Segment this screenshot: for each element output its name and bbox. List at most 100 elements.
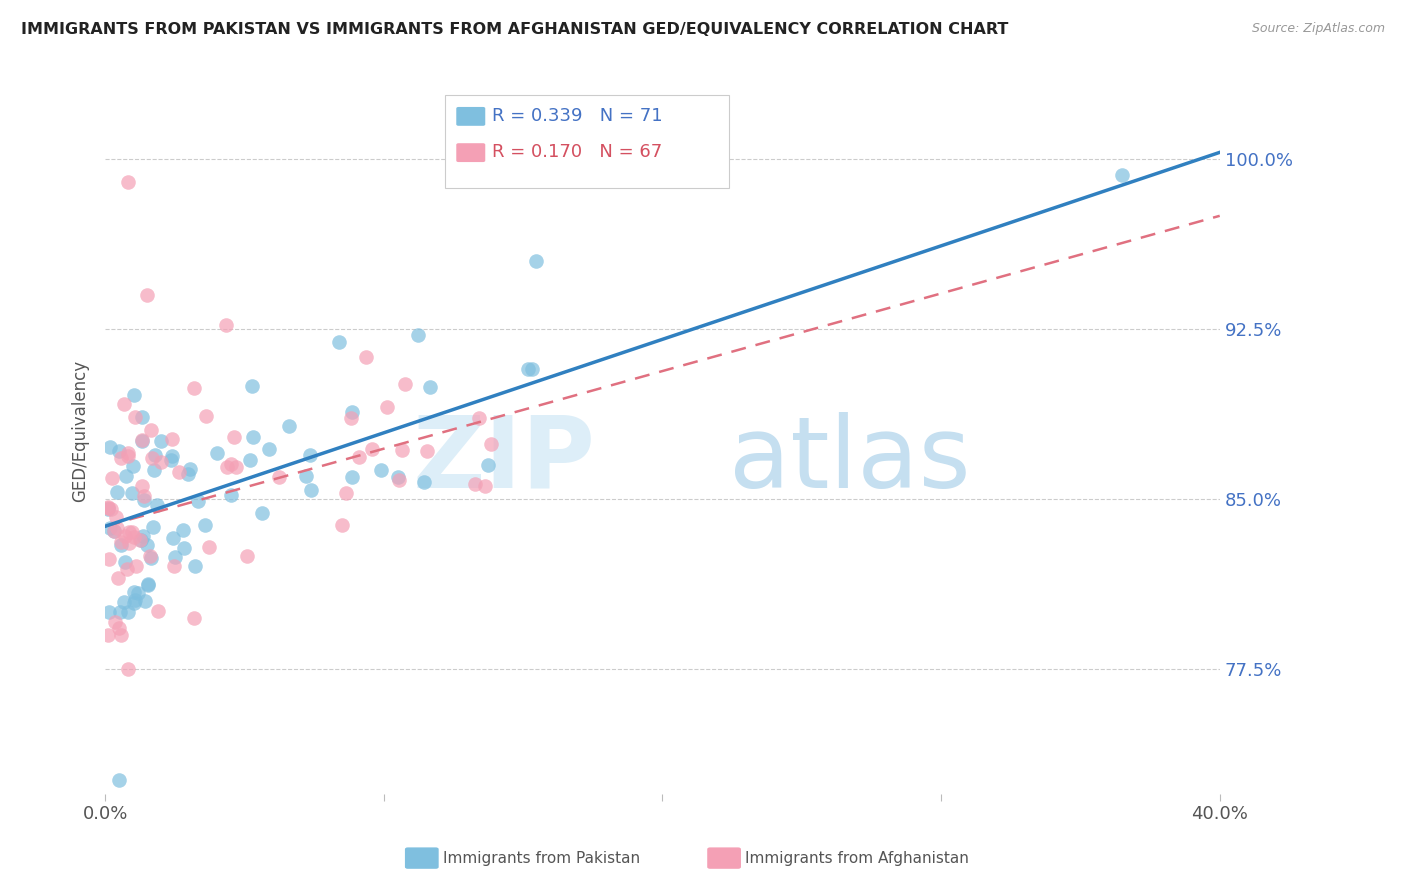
FancyBboxPatch shape — [446, 95, 730, 188]
Point — [160, 432, 183, 446]
Point — [97, 552, 120, 566]
Point — [142, 519, 165, 533]
Point — [98, 520, 121, 534]
Point — [464, 476, 486, 491]
Point — [522, 362, 544, 376]
Point — [132, 529, 155, 543]
Point — [298, 449, 321, 463]
Point — [299, 483, 322, 497]
Point — [340, 470, 363, 484]
Point — [479, 437, 502, 451]
Point — [104, 615, 127, 629]
Point — [419, 380, 441, 394]
Point — [222, 430, 245, 444]
Point — [146, 498, 169, 512]
Point — [221, 488, 243, 502]
Point — [118, 525, 141, 540]
Point — [127, 585, 149, 599]
Point — [135, 538, 157, 552]
Point — [97, 500, 120, 514]
FancyBboxPatch shape — [457, 107, 485, 126]
Point — [370, 463, 392, 477]
Point — [413, 475, 436, 489]
Point — [115, 469, 138, 483]
Point — [267, 469, 290, 483]
Point — [163, 559, 186, 574]
Point — [205, 446, 228, 460]
Point — [124, 410, 146, 425]
Point — [112, 397, 135, 411]
Point — [97, 628, 120, 642]
Point — [129, 533, 152, 547]
Point — [100, 501, 122, 516]
Point — [1111, 168, 1133, 182]
Point — [239, 453, 262, 467]
Point — [125, 559, 148, 574]
Point — [146, 604, 169, 618]
Point — [105, 521, 128, 535]
Point — [114, 529, 136, 543]
Point — [110, 450, 132, 465]
Point — [121, 525, 143, 540]
Point — [108, 444, 131, 458]
Point — [115, 561, 138, 575]
Point — [408, 328, 430, 343]
Point — [172, 523, 194, 537]
Point — [97, 501, 120, 516]
Point — [179, 462, 201, 476]
Point — [122, 584, 145, 599]
Point — [219, 457, 242, 471]
Point — [131, 433, 153, 447]
Point — [240, 379, 263, 393]
Point — [107, 572, 129, 586]
Point — [98, 440, 121, 454]
Text: Immigrants from Afghanistan: Immigrants from Afghanistan — [745, 851, 969, 865]
Text: R = 0.339   N = 71: R = 0.339 N = 71 — [492, 107, 662, 125]
Point — [524, 253, 547, 268]
Point — [150, 434, 173, 449]
Point — [347, 450, 370, 464]
Point — [104, 510, 127, 524]
Point — [242, 430, 264, 444]
Point — [278, 419, 301, 434]
Point — [162, 532, 184, 546]
Point — [136, 578, 159, 592]
Point — [110, 628, 132, 642]
Point — [108, 606, 131, 620]
Point — [183, 610, 205, 624]
Point — [354, 350, 377, 364]
Point — [236, 549, 259, 563]
Point — [112, 595, 135, 609]
Point — [139, 549, 162, 564]
Point — [194, 518, 217, 533]
Point — [328, 334, 350, 349]
Point — [117, 606, 139, 620]
Point — [195, 409, 218, 423]
Point — [139, 550, 162, 565]
Point — [187, 494, 209, 508]
Text: IMMIGRANTS FROM PAKISTAN VS IMMIGRANTS FROM AFGHANISTAN GED/EQUIVALENCY CORRELAT: IMMIGRANTS FROM PAKISTAN VS IMMIGRANTS F… — [21, 22, 1008, 37]
Point — [124, 593, 146, 607]
Point — [259, 442, 281, 456]
Point — [117, 662, 139, 676]
Point — [117, 449, 139, 463]
Point — [108, 773, 131, 788]
Point — [332, 518, 354, 533]
Point — [121, 486, 143, 500]
Text: Source: ZipAtlas.com: Source: ZipAtlas.com — [1251, 22, 1385, 36]
Point — [250, 506, 273, 520]
Point — [131, 434, 153, 448]
Point — [134, 594, 156, 608]
Text: ZIP: ZIP — [413, 411, 596, 508]
Point — [467, 411, 489, 425]
Point — [177, 467, 200, 482]
Point — [217, 459, 239, 474]
Point — [394, 377, 416, 392]
Point — [122, 459, 145, 474]
Point — [295, 468, 318, 483]
Point — [103, 524, 125, 538]
Point — [391, 442, 413, 457]
Point — [197, 541, 219, 555]
Point — [114, 555, 136, 569]
Text: atlas: atlas — [730, 411, 972, 508]
